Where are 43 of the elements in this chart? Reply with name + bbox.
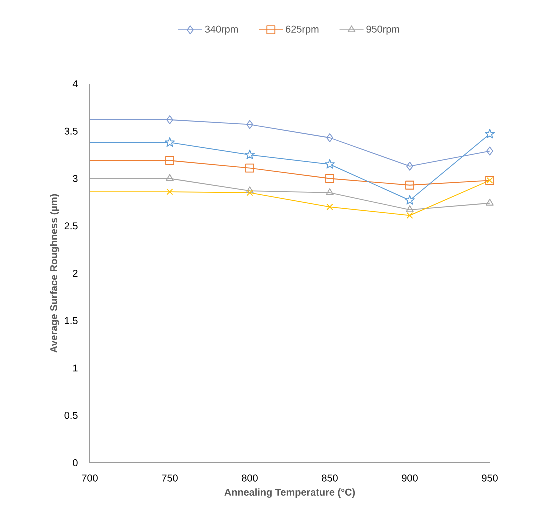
- x-tick-label: 750: [162, 474, 178, 482]
- point: [164, 137, 176, 148]
- point: [326, 134, 334, 142]
- y-tick-label: 0: [73, 459, 78, 467]
- point: [166, 174, 174, 182]
- point: [166, 188, 174, 196]
- legend-label: 340rpm: [205, 26, 238, 35]
- point: [406, 162, 414, 171]
- x-tick-label: 700: [82, 474, 98, 482]
- y-tick-label: 0.5: [64, 412, 78, 420]
- y-tick-label: 1: [73, 364, 78, 372]
- point: [404, 195, 416, 205]
- y-tick-label: 3.5: [64, 128, 78, 135]
- point: [486, 198, 494, 206]
- y-axis-title: Average Surface Roughness (µm): [50, 194, 60, 353]
- point: [486, 146, 494, 156]
- y-tick-label: 2: [73, 270, 78, 277]
- point: [244, 150, 256, 160]
- point: [246, 120, 254, 130]
- y-tick-label: 1.5: [65, 317, 78, 324]
- legend-label: 950rpm: [366, 26, 400, 35]
- x-tick-label: 950: [482, 474, 498, 482]
- point: [406, 212, 414, 219]
- y-tick-label: 4: [72, 80, 78, 88]
- point: [324, 159, 336, 169]
- point: [166, 116, 174, 124]
- y-tick-label: 2.5: [64, 222, 78, 230]
- point: [406, 180, 414, 190]
- point: [246, 186, 254, 194]
- x-tick-label: 850: [322, 474, 338, 482]
- point: [406, 206, 414, 212]
- point: [326, 204, 334, 210]
- x-axis-title: Annealing Temperature (°C): [224, 488, 356, 498]
- point: [326, 174, 334, 184]
- x-tick-label: 800: [242, 474, 258, 482]
- x-tick-label: 900: [402, 474, 418, 482]
- point: [326, 188, 334, 196]
- point: [484, 128, 496, 139]
- point: [246, 190, 254, 196]
- legend-label: 625rpm: [286, 26, 319, 35]
- point: [246, 164, 254, 173]
- y-tick-label: 3: [73, 175, 78, 182]
- point: [166, 156, 174, 166]
